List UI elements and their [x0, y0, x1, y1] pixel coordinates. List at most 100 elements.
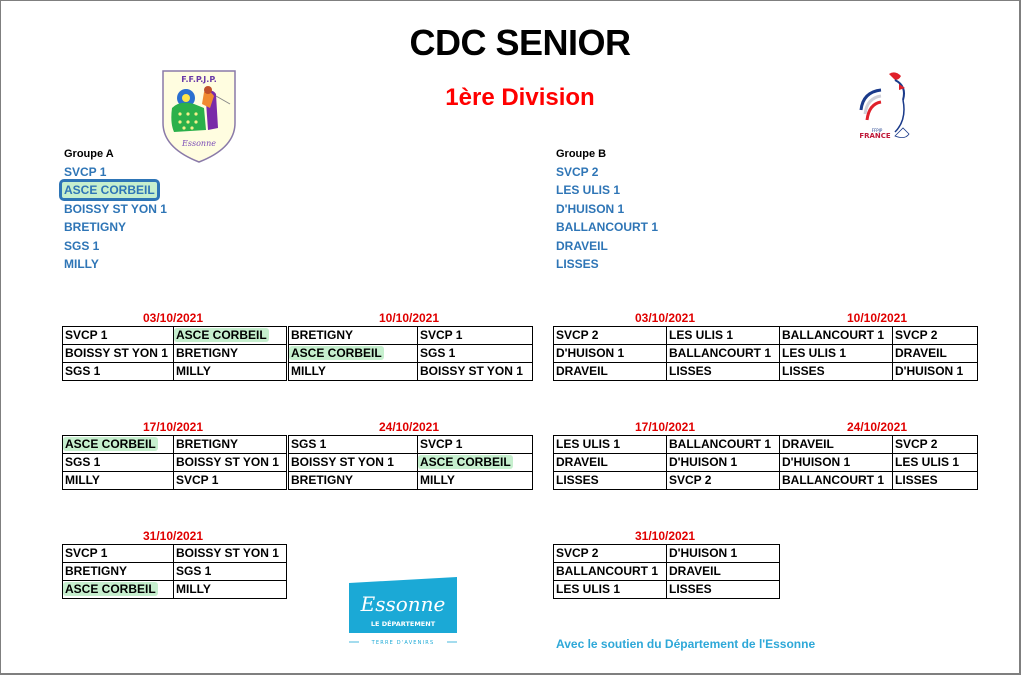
fixture-table: SVCP 1 ASCE CORBEIL BOISSY ST YON 1 BRETIGN…	[62, 326, 287, 381]
fixture-date: 03/10/2021	[142, 311, 204, 325]
fixture-row: D'HUISON 1 LES ULIS 1	[779, 453, 978, 472]
svg-text:TERRE D'AVENIRS: TERRE D'AVENIRS	[371, 640, 435, 646]
team-name: ASCE CORBEIL	[63, 582, 158, 596]
team-name: SVCP 1	[65, 328, 108, 342]
fixture-row: MILLY SVCP 1	[62, 471, 287, 490]
fixture-row: ASCE CORBEIL SGS 1	[288, 344, 533, 363]
group-a-team: BRETIGNY	[64, 220, 127, 235]
away-team-cell: SVCP 1	[173, 471, 287, 490]
away-team-cell: LES ULIS 1	[666, 326, 780, 345]
home-team-cell: SVCP 1	[62, 326, 174, 345]
svg-text:LE DÉPARTEMENT: LE DÉPARTEMENT	[371, 619, 436, 628]
team-name: BOISSY ST YON 1	[65, 346, 168, 360]
fixture-group-b-round-4: 24/10/2021 DRAVEIL SVCP 2 D'HUISON 1 LES ULI…	[779, 419, 978, 490]
group-b-list: Groupe B SVCP 2 LES ULIS 1 D'HUISON 1 BA…	[556, 145, 658, 273]
group-b-team: D'HUISON 1	[556, 201, 625, 216]
fixture-group-a-round-4: 24/10/2021 SGS 1 SVCP 1 BOISSY ST YON 1 ASCE…	[288, 419, 533, 490]
team-name: SVCP 1	[176, 473, 219, 487]
away-team-cell: D'HUISON 1	[892, 362, 978, 381]
svg-text:Essonne: Essonne	[181, 139, 216, 148]
home-team-cell: LISSES	[779, 362, 893, 381]
team-name: LES ULIS 1	[669, 328, 734, 342]
division-subtitle: 1ère Division	[445, 84, 595, 111]
home-team-cell: D'HUISON 1	[779, 453, 893, 472]
team-name: ASCE CORBEIL	[418, 455, 513, 469]
group-a-team: BOISSY ST YON 1	[64, 201, 167, 216]
fixture-row: DRAVEIL D'HUISON 1	[553, 453, 780, 472]
fixture-date: 31/10/2021	[142, 529, 204, 543]
team-name: D'HUISON 1	[782, 455, 851, 469]
away-team-cell: SVCP 2	[666, 471, 780, 490]
team-name: BOISSY ST YON 1	[420, 364, 523, 378]
fixture-group-a-round-3: 17/10/2021 ASCE CORBEIL BRETIGNY SGS 1 BOISS…	[62, 419, 287, 490]
team-name: MILLY	[176, 582, 211, 596]
home-team-cell: SGS 1	[62, 453, 174, 472]
home-team-cell: LISSES	[553, 471, 667, 490]
team-name: DRAVEIL	[895, 346, 947, 360]
team-name: LES ULIS 1	[556, 437, 621, 451]
fixture-date: 03/10/2021	[634, 311, 696, 325]
away-team-cell: SVCP 2	[892, 326, 978, 345]
fixture-date: 10/10/2021	[378, 311, 440, 325]
fixture-group-a-round-2: 10/10/2021 BRETIGNY SVCP 1 ASCE CORBEIL SGS …	[288, 310, 533, 381]
home-team-cell: LES ULIS 1	[779, 344, 893, 363]
group-a-team: SVCP 1	[64, 165, 107, 179]
team-name: ASCE CORBEIL	[63, 437, 158, 451]
team-name: SVCP 2	[556, 546, 599, 560]
home-team-cell: DRAVEIL	[553, 453, 667, 472]
team-name: D'HUISON 1	[669, 546, 738, 560]
away-team-cell: BRETIGNY	[173, 435, 287, 454]
away-team-cell: ASCE CORBEIL	[417, 453, 533, 472]
team-name: DRAVEIL	[669, 564, 721, 578]
group-b-team: SVCP 2	[556, 165, 599, 179]
svg-text:F.F.P.J.P.: F.F.P.J.P.	[181, 75, 217, 84]
home-team-cell: SGS 1	[288, 435, 418, 454]
fixture-row: D'HUISON 1 BALLANCOURT 1	[553, 344, 780, 363]
fixture-date: 10/10/2021	[846, 311, 908, 325]
team-name: LES ULIS 1	[556, 582, 621, 596]
away-team-cell: D'HUISON 1	[666, 544, 780, 563]
home-team-cell: SVCP 1	[62, 544, 174, 563]
fixture-row: BRETIGNY SGS 1	[62, 562, 287, 581]
svg-text:FFPJP: FFPJP	[872, 128, 883, 133]
group-b-label: Groupe B	[556, 148, 607, 160]
fixture-date: 24/10/2021	[378, 420, 440, 434]
home-team-cell: SVCP 2	[553, 326, 667, 345]
team-name: BOISSY ST YON 1	[176, 455, 279, 469]
fixture-row: LISSES D'HUISON 1	[779, 362, 978, 381]
away-team-cell: SGS 1	[173, 562, 287, 581]
away-team-cell: BOISSY ST YON 1	[417, 362, 533, 381]
home-team-cell: ASCE CORBEIL	[62, 580, 174, 599]
home-team-cell: LES ULIS 1	[553, 435, 667, 454]
team-name: BALLANCOURT 1	[782, 328, 884, 342]
ffpjp-france-rooster-icon: FFPJP FRANCE	[859, 72, 910, 140]
group-a-team-selected[interactable]: ASCE CORBEIL	[59, 179, 160, 202]
team-name: SVCP 2	[669, 473, 712, 487]
fixture-row: ASCE CORBEIL MILLY	[62, 580, 287, 599]
support-text: Avec le soutien du Département de l'Esso…	[556, 637, 816, 651]
home-team-cell: LES ULIS 1	[553, 580, 667, 599]
fixture-row: LES ULIS 1 LISSES	[553, 580, 780, 599]
fixture-row: DRAVEIL LISSES	[553, 362, 780, 381]
home-team-cell: BRETIGNY	[288, 471, 418, 490]
group-b-team: LISSES	[556, 256, 599, 271]
away-team-cell: LISSES	[666, 580, 780, 599]
fixture-row: SVCP 2 LES ULIS 1	[553, 326, 780, 345]
fixture-table: DRAVEIL SVCP 2 D'HUISON 1 LES ULIS 1 BALLANC…	[779, 435, 978, 490]
team-name: DRAVEIL	[556, 364, 608, 378]
team-name: MILLY	[291, 364, 326, 378]
group-a-team: MILLY	[64, 256, 99, 271]
essonne-departement-logo-icon: Essonne LE DÉPARTEMENT TERRE D'AVENIRS	[349, 577, 457, 646]
home-team-cell: BALLANCOURT 1	[553, 562, 667, 581]
team-name: BOISSY ST YON 1	[291, 455, 394, 469]
team-name: MILLY	[420, 473, 455, 487]
team-name: SGS 1	[65, 455, 101, 469]
team-name: DRAVEIL	[556, 455, 608, 469]
team-name: LISSES	[895, 473, 938, 487]
team-name: MILLY	[65, 473, 100, 487]
team-name: SGS 1	[291, 437, 327, 451]
fixture-row: SVCP 2 D'HUISON 1	[553, 544, 780, 563]
home-team-cell: BRETIGNY	[62, 562, 174, 581]
group-b-team: DRAVEIL	[556, 238, 608, 253]
fixture-group-b-round-1: 03/10/2021 SVCP 2 LES ULIS 1 D'HUISON 1 BALL…	[553, 310, 780, 381]
